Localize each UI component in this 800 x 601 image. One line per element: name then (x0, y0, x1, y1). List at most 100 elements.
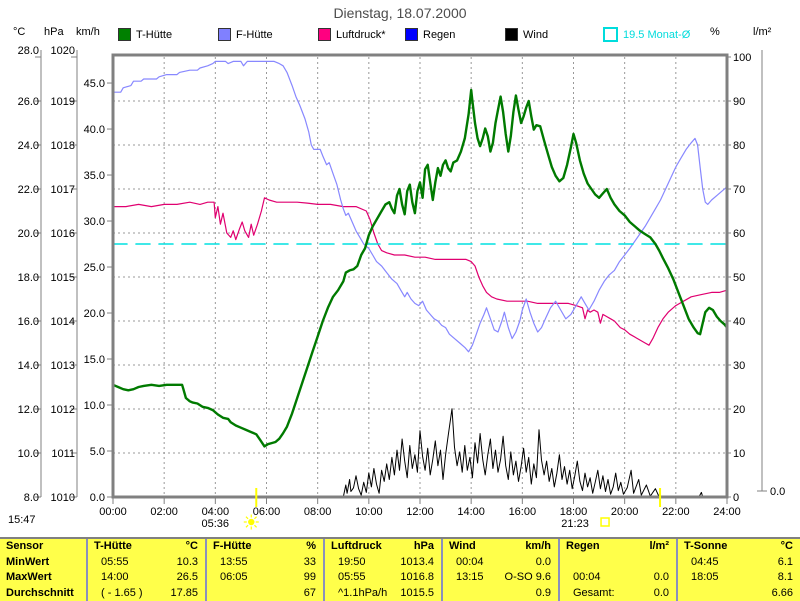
stat-time: 04:45 (691, 555, 719, 568)
temp-tick-label: 14.0 (18, 360, 39, 372)
table-cell: Gesamt: 0.0 (560, 585, 678, 601)
legend-item-f-huette: F-Hütte (218, 28, 273, 41)
pressure-tick-label: 1012 (51, 404, 75, 416)
luftdruck-swatch-icon (318, 28, 331, 41)
table-cell: 04:45 6.1 (678, 555, 800, 571)
axes: 28.0 26.0 24.0 22.0 20.0 18.0 16.0 14.0 12.0 10.0… (18, 45, 786, 518)
pressure-tick-label: 1010 (51, 492, 75, 504)
table-cell: 0.9 (443, 585, 560, 601)
time-tick-label: 10:00 (355, 506, 383, 518)
humidity-tick-label: 0 (733, 492, 739, 504)
stat-value: 6.66 (771, 586, 793, 599)
plot-border (111, 53, 729, 499)
sensor-unit: °C (780, 540, 793, 553)
statistics-table: Sensor T-Hütte °C F-Hütte% Luftdruck hPa Wind k… (0, 537, 800, 601)
table-cell: 67 (207, 585, 325, 601)
series-wind-line (342, 408, 728, 498)
wind-tick-label: 15.0 (84, 354, 105, 366)
humidity-tick-label: 40 (733, 316, 745, 328)
sensor-unit: km/h (525, 540, 551, 553)
sensor-name: T-Sonne (684, 540, 728, 553)
stat-time: 00:04 (573, 571, 601, 584)
humidity-tick-label: 10 (733, 448, 745, 460)
legend-item-wind: Wind (505, 28, 548, 41)
sun-markers: 05:36 21:23 (202, 488, 662, 530)
time-tick-label: 12:00 (406, 506, 434, 518)
sensor-unit: l/m² (649, 540, 669, 553)
time-tick-label: 18:00 (560, 506, 588, 518)
temp-tick-label: 24.0 (18, 140, 39, 152)
pressure-tick-label: 1019 (51, 96, 75, 108)
humidity-tick-label: 60 (733, 228, 745, 240)
legend-item-luftdruck: Luftdruck* (318, 28, 386, 41)
stat-value: 17.85 (170, 586, 198, 599)
table-header-cell: T-Sonne °C (678, 539, 800, 555)
stat-value: 67 (303, 586, 316, 599)
stat-time: 18:05 (691, 571, 719, 584)
table-row-label: MinWert (0, 554, 88, 570)
table-header-cell: T-Hütte °C (88, 539, 207, 555)
humidity-tick-label: 70 (733, 184, 745, 196)
wind-tick-label: 25.0 (84, 262, 105, 274)
table-cell: ( - 1.65 ) 17.85 (88, 585, 207, 601)
series-luftdruck-line (112, 197, 728, 346)
time-tick-label: 16:00 (509, 506, 537, 518)
page-title: Dienstag, 18.07.2000 (333, 5, 467, 21)
stat-value: 33 (303, 555, 316, 568)
t-huette-swatch-icon (118, 28, 131, 41)
stat-time: Gesamt: (573, 586, 615, 599)
stat-value: 99 (303, 571, 316, 584)
legend-label: T-Hütte (136, 28, 173, 41)
pressure-tick-label: 1014 (51, 316, 75, 328)
series-t-h-tte-line (111, 88, 729, 448)
wind-tick-label: 40.0 (84, 124, 105, 136)
temp-tick-label: 10.0 (18, 448, 39, 460)
rain-axis-unit: l/m² (753, 26, 772, 38)
pressure-tick-label: 1020 (51, 45, 75, 57)
sensor-name: F-Hütte (213, 540, 252, 553)
table-row-label: Durchschnitt (0, 585, 88, 601)
legend-label: 19.5 Monat-Ø (623, 28, 691, 41)
table-cell: 00:04 0.0 (443, 554, 560, 570)
stat-time: ^1.1hPa/h (338, 586, 388, 599)
stat-value: 10.3 (176, 555, 198, 568)
temp-tick-label: 8.0 (24, 492, 39, 504)
table-cell: ^1.1hPa/h 1015.5 (325, 585, 443, 601)
wind-tick-label: 30.0 (84, 216, 105, 228)
time-tick-label: 04:00 (202, 506, 230, 518)
sensor-unit: hPa (413, 540, 434, 553)
temp-tick-label: 26.0 (18, 96, 39, 108)
table-header-sensor: Sensor (0, 539, 88, 555)
table-cell: 14:00 26.5 (88, 570, 207, 586)
sunset-square-icon (600, 517, 610, 527)
legend-item-monat-avg: 19.5 Monat-Ø (603, 27, 691, 42)
legend-item-regen: Regen (405, 28, 455, 41)
time-tick-label: 14:00 (457, 506, 485, 518)
humidity-tick-label: 90 (733, 96, 745, 108)
table-header-cell: Wind km/h (443, 539, 560, 555)
sunrise-label: 05:36 (202, 518, 230, 530)
wind-tick-label: 5.0 (90, 446, 105, 458)
legend-label: Wind (523, 28, 549, 41)
sensor-name: Regen (566, 540, 600, 553)
sunrise-sun-icon (243, 514, 259, 530)
stat-time: 14:00 (101, 571, 129, 584)
humidity-tick-label: 50 (733, 272, 745, 284)
table-header-cell: Luftdruck hPa (325, 539, 443, 555)
pressure-axis-unit: hPa (44, 26, 64, 38)
stat-value: 0.0 (653, 571, 669, 584)
wind-tick-label: 10.0 (84, 400, 105, 412)
sunset-label: 21:23 (561, 518, 589, 530)
temp-tick-label: 16.0 (18, 316, 39, 328)
table-cell: 6.66 (678, 586, 800, 601)
wind-tick-label: 20.0 (84, 308, 105, 320)
table-cell: 05:55 1016.8 (325, 570, 443, 586)
stat-time: ( - 1.65 ) (101, 586, 143, 599)
stat-time: 19:50 (338, 555, 366, 568)
temp-tick-label: 12.0 (18, 404, 39, 416)
table-cell: 00:04 0.0 (560, 570, 678, 586)
series-f-h-tte-line (112, 60, 728, 353)
stat-value: 8.1 (777, 571, 793, 584)
gridlines (113, 57, 727, 497)
stat-time: 13:55 (220, 555, 248, 568)
